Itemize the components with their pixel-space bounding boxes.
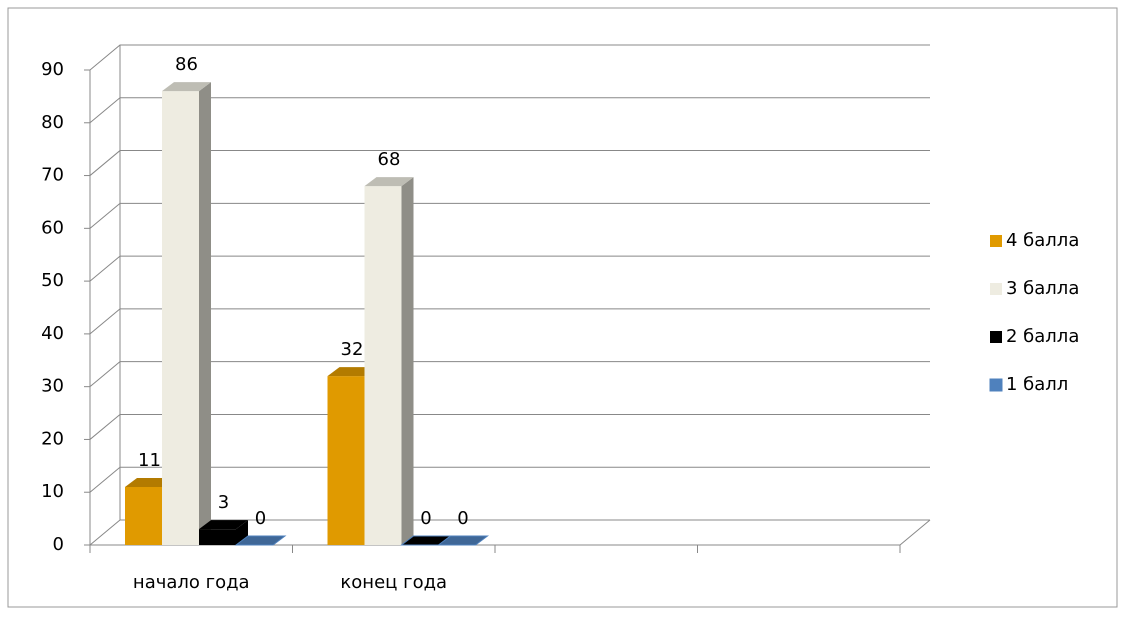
data-label: 0: [420, 508, 431, 529]
bar-front: [125, 486, 162, 545]
data-label: 3: [218, 492, 229, 513]
legend-swatch: [990, 283, 1002, 295]
bar-top: [437, 535, 489, 546]
bar-top: [364, 177, 414, 187]
bar-side: [199, 82, 211, 545]
bar: [364, 177, 414, 545]
y-tick-label: 20: [41, 428, 64, 449]
floor-right: [899, 519, 931, 546]
bar-top: [327, 367, 377, 377]
y-tick-label: 60: [41, 217, 64, 238]
legend-label: 1 балл: [1006, 374, 1068, 395]
grid-line: [89, 202, 930, 229]
y-tick-label: 50: [41, 270, 64, 291]
grid-line: [89, 519, 930, 546]
grid-line: [89, 150, 930, 176]
y-tick-label: 70: [41, 165, 64, 186]
grid-line: [89, 44, 930, 71]
grid-line: [89, 466, 930, 493]
grid-line: [89, 308, 930, 335]
legend-swatch: [990, 235, 1002, 247]
bar-top: [125, 477, 174, 487]
y-tick-label: 10: [41, 481, 64, 502]
grid-line: [89, 413, 930, 440]
legend-swatch: [989, 378, 1003, 392]
bar: [234, 535, 287, 546]
data-label: 0: [255, 508, 266, 529]
y-tick-label: 90: [41, 59, 64, 80]
legend-label: 4 балла: [1006, 230, 1079, 251]
y-tick-label: 40: [41, 323, 64, 344]
data-label: 68: [378, 149, 401, 170]
data-label: 11: [138, 450, 161, 471]
bar-top: [199, 520, 248, 530]
grid-line: [89, 255, 930, 282]
y-tick-label: 0: [53, 534, 64, 555]
legend-swatch: [990, 331, 1002, 343]
bar-front: [327, 376, 365, 545]
bar-front: [162, 91, 199, 545]
x-tick-label: конец года: [340, 572, 447, 593]
bar-front: [199, 529, 236, 545]
y-tick-label: 80: [41, 112, 64, 133]
bar: [437, 535, 489, 546]
bar-front: [364, 186, 402, 545]
bar: [199, 520, 248, 545]
x-tick-label: начало года: [133, 572, 250, 593]
legend-label: 3 балла: [1006, 278, 1079, 299]
data-label: 86: [175, 54, 198, 75]
legend-label: 2 балла: [1006, 326, 1079, 347]
bar-top: [234, 535, 287, 546]
bar: [162, 82, 211, 545]
bar-top: [162, 82, 211, 92]
data-label: 0: [457, 508, 468, 529]
bar-side: [236, 520, 248, 545]
data-label: 32: [341, 339, 364, 360]
grid-line: [89, 361, 930, 388]
grid-line: [89, 97, 930, 124]
y-tick-label: 30: [41, 376, 64, 397]
bar-side: [401, 177, 414, 545]
